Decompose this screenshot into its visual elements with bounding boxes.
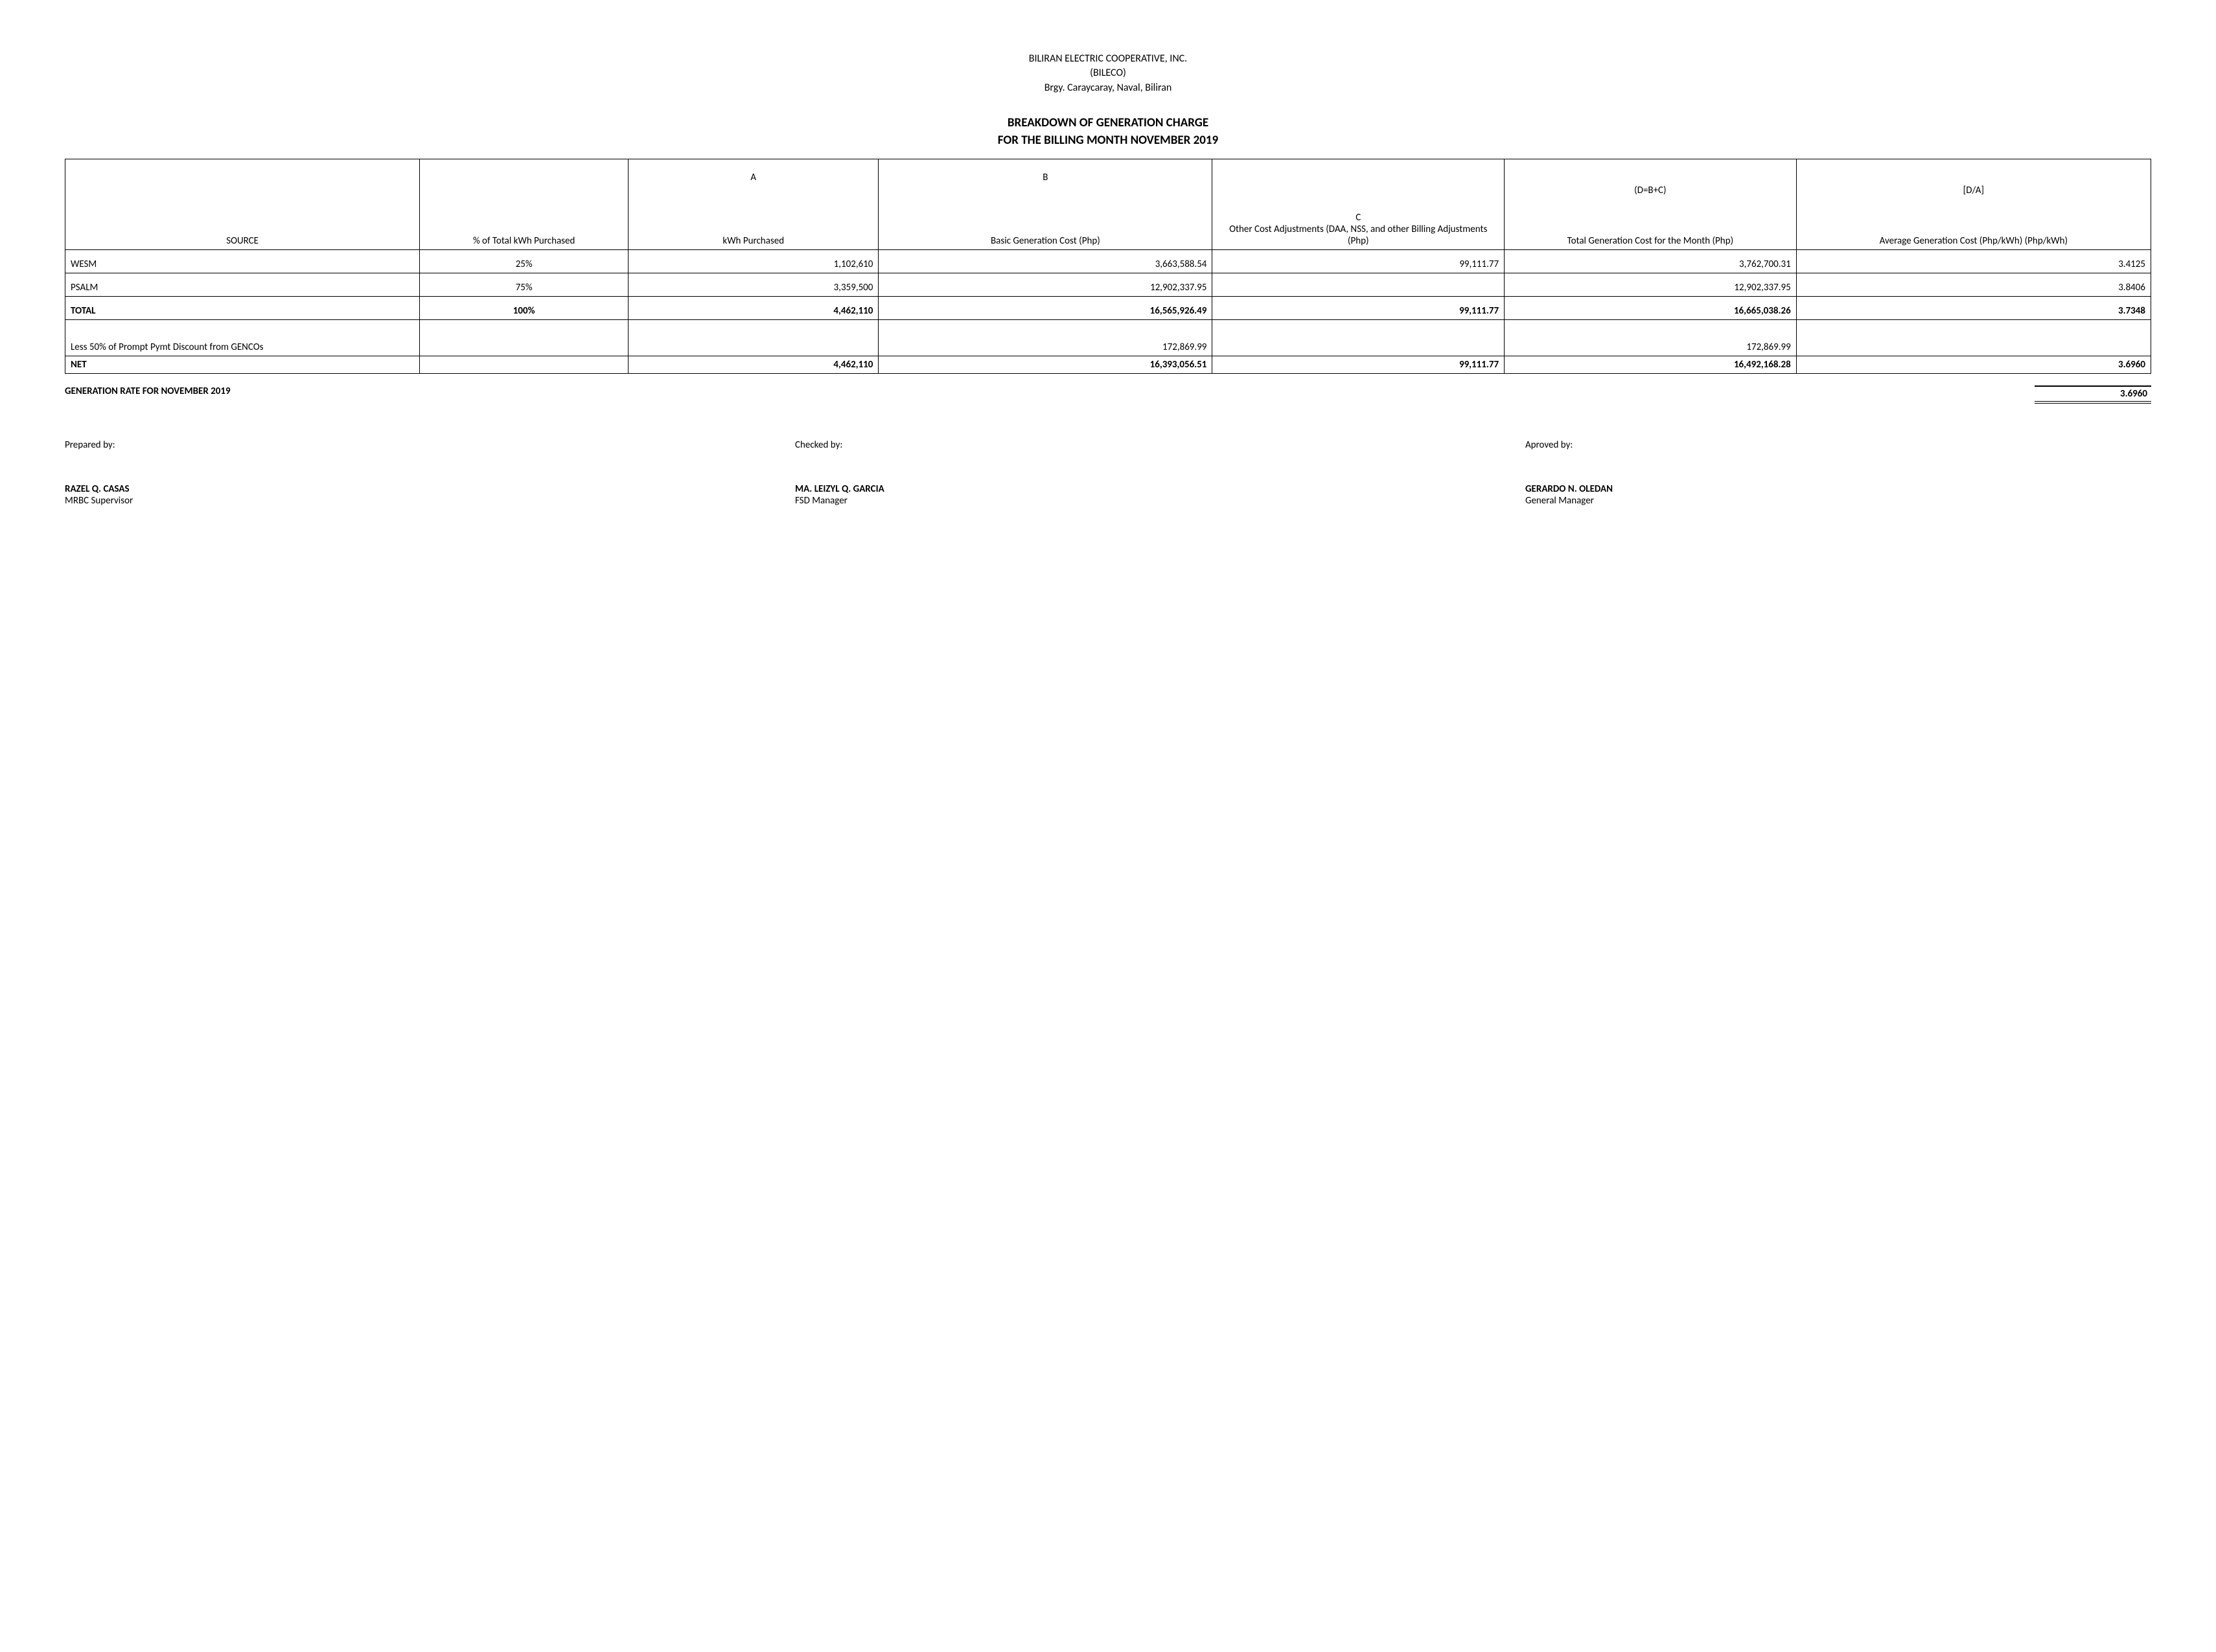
signature-name: MA. LEIZYL Q. GARCIA <box>795 483 1421 495</box>
table-row: PSALM 75% 3,359,500 12,902,337.95 12,902… <box>65 273 2151 297</box>
rate-value: 3.6960 <box>2035 385 2151 404</box>
cell-avg: 3.7348 <box>1796 297 2151 320</box>
cell-adj: 99,111.77 <box>1212 356 1505 374</box>
cell-total: 16,492,168.28 <box>1505 356 1797 374</box>
cell-avg: 3.4125 <box>1796 250 2151 273</box>
signature-checked: Checked by: MA. LEIZYL Q. GARCIA FSD Man… <box>795 439 1421 507</box>
col-pct-header: % of Total kWh Purchased <box>420 159 629 250</box>
signature-row: Prepared by: RAZEL Q. CASAS MRBC Supervi… <box>65 439 2151 507</box>
cell-adj: 99,111.77 <box>1212 250 1505 273</box>
signature-approved: Aproved by: GERARDO N. OLEDAN General Ma… <box>1525 439 2151 507</box>
col-adj-header: C Other Cost Adjustments (DAA, NSS, and … <box>1212 159 1505 250</box>
cell-adj <box>1212 320 1505 356</box>
cell-kwh: 1,102,610 <box>629 250 879 273</box>
cell-basic: 16,565,926.49 <box>879 297 1212 320</box>
cell-source: WESM <box>65 250 420 273</box>
cell-pct <box>420 320 629 356</box>
cell-source: Less 50% of Prompt Pymt Discount from GE… <box>65 320 420 356</box>
cell-pct: 100% <box>420 297 629 320</box>
cell-avg: 3.8406 <box>1796 273 2151 297</box>
signature-title: FSD Manager <box>795 495 1421 507</box>
cell-pct: 75% <box>420 273 629 297</box>
table-header-row: SOURCE % of Total kWh Purchased A kWh Pu… <box>65 159 2151 250</box>
col-total-header: (D=B+C) Total Generation Cost for the Mo… <box>1505 159 1797 250</box>
generation-table: SOURCE % of Total kWh Purchased A kWh Pu… <box>65 159 2151 374</box>
org-header: BILIRAN ELECTRIC COOPERATIVE, INC. (BILE… <box>65 52 2151 95</box>
cell-kwh: 3,359,500 <box>629 273 879 297</box>
signature-label: Prepared by: <box>65 439 691 451</box>
signature-title: MRBC Supervisor <box>65 495 691 507</box>
generation-rate-row: GENERATION RATE FOR NOVEMBER 2019 3.6960 <box>65 385 2151 404</box>
cell-basic: 3,663,588.54 <box>879 250 1212 273</box>
cell-basic: 12,902,337.95 <box>879 273 1212 297</box>
col-basic-header: B Basic Generation Cost (Php) <box>879 159 1212 250</box>
col-kwh-header: A kWh Purchased <box>629 159 879 250</box>
rate-label: GENERATION RATE FOR NOVEMBER 2019 <box>65 385 231 404</box>
org-name: BILIRAN ELECTRIC COOPERATIVE, INC. <box>65 52 2151 66</box>
cell-pct: 25% <box>420 250 629 273</box>
cell-kwh: 4,462,110 <box>629 356 879 374</box>
cell-kwh: 4,462,110 <box>629 297 879 320</box>
signature-title: General Manager <box>1525 495 2151 507</box>
signature-name: RAZEL Q. CASAS <box>65 483 691 495</box>
org-address: Brgy. Caraycaray, Naval, Biliran <box>65 81 2151 95</box>
cell-avg <box>1796 320 2151 356</box>
signature-label: Checked by: <box>795 439 1421 451</box>
cell-basic: 172,869.99 <box>879 320 1212 356</box>
cell-total: 3,762,700.31 <box>1505 250 1797 273</box>
cell-pct <box>420 356 629 374</box>
table-row: WESM 25% 1,102,610 3,663,588.54 99,111.7… <box>65 250 2151 273</box>
table-total-row: TOTAL 100% 4,462,110 16,565,926.49 99,11… <box>65 297 2151 320</box>
cell-source: TOTAL <box>65 297 420 320</box>
document-title: BREAKDOWN OF GENERATION CHARGE FOR THE B… <box>65 115 2151 149</box>
signature-label: Aproved by: <box>1525 439 2151 451</box>
cell-basic: 16,393,056.51 <box>879 356 1212 374</box>
table-net-row: NET 4,462,110 16,393,056.51 99,111.77 16… <box>65 356 2151 374</box>
cell-source: PSALM <box>65 273 420 297</box>
title-line-2: FOR THE BILLING MONTH NOVEMBER 2019 <box>65 132 2151 150</box>
title-line-1: BREAKDOWN OF GENERATION CHARGE <box>65 115 2151 132</box>
cell-kwh <box>629 320 879 356</box>
cell-adj <box>1212 273 1505 297</box>
signature-prepared: Prepared by: RAZEL Q. CASAS MRBC Supervi… <box>65 439 691 507</box>
col-avg-header: [D/A] Average Generation Cost (Php/kWh) … <box>1796 159 2151 250</box>
cell-total: 12,902,337.95 <box>1505 273 1797 297</box>
signature-name: GERARDO N. OLEDAN <box>1525 483 2151 495</box>
cell-total: 172,869.99 <box>1505 320 1797 356</box>
cell-total: 16,665,038.26 <box>1505 297 1797 320</box>
cell-avg: 3.6960 <box>1796 356 2151 374</box>
org-short: (BILECO) <box>65 66 2151 80</box>
cell-source: NET <box>65 356 420 374</box>
col-source-header: SOURCE <box>65 159 420 250</box>
table-discount-row: Less 50% of Prompt Pymt Discount from GE… <box>65 320 2151 356</box>
cell-adj: 99,111.77 <box>1212 297 1505 320</box>
